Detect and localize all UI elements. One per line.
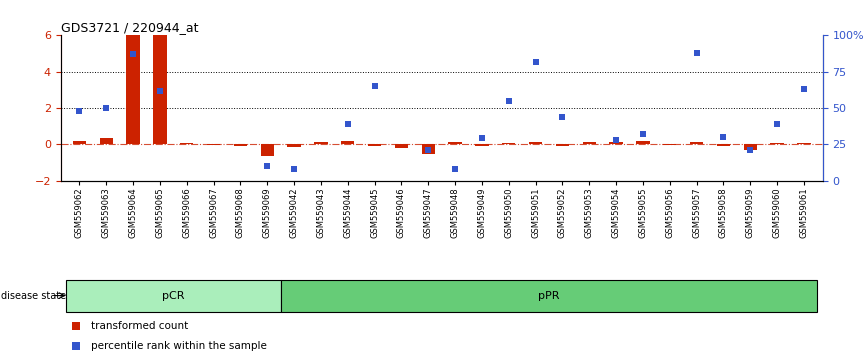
Bar (288, 144, 301, 147)
Bar (180, 143, 193, 144)
Bar (690, 142, 703, 144)
Bar (502, 143, 515, 144)
Text: transformed count: transformed count (91, 321, 188, 331)
Bar (314, 142, 327, 144)
Text: GDS3721 / 220944_at: GDS3721 / 220944_at (61, 21, 198, 34)
Bar (744, 144, 757, 150)
Bar (610, 142, 623, 144)
Bar (126, 35, 139, 144)
Bar (717, 144, 730, 146)
Bar (663, 144, 676, 145)
Bar (637, 141, 650, 144)
Bar (73, 141, 86, 144)
Bar (395, 144, 408, 148)
Text: pCR: pCR (162, 291, 184, 301)
Text: pPR: pPR (539, 291, 559, 301)
Bar (556, 144, 569, 146)
Bar (422, 144, 435, 154)
Bar (449, 142, 462, 144)
Bar (66, 280, 281, 312)
Text: disease state: disease state (1, 291, 66, 301)
Bar (281, 280, 818, 312)
Bar (798, 143, 811, 144)
Bar (234, 144, 247, 146)
Bar (153, 35, 166, 144)
Bar (529, 142, 542, 144)
Bar (583, 142, 596, 144)
Bar (341, 141, 354, 144)
Bar (771, 143, 784, 144)
Bar (368, 144, 381, 146)
Bar (475, 144, 488, 147)
Bar (261, 144, 274, 155)
Text: percentile rank within the sample: percentile rank within the sample (91, 341, 267, 350)
Bar (207, 144, 220, 145)
Bar (100, 138, 113, 144)
